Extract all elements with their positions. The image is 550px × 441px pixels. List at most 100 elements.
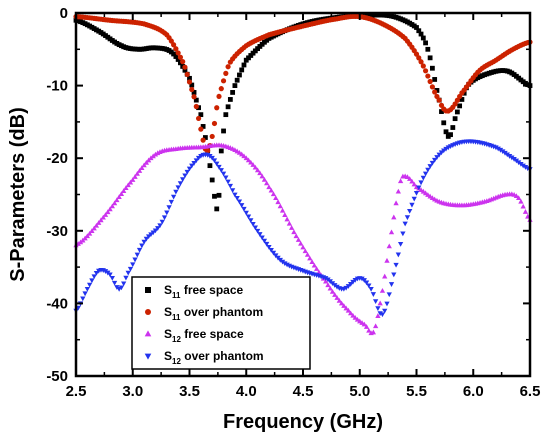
data-point	[182, 173, 188, 179]
y-tick-label: -40	[46, 295, 68, 312]
data-point	[438, 150, 445, 156]
data-point	[177, 181, 184, 187]
data-point	[300, 244, 306, 250]
data-point	[425, 167, 431, 173]
data-point	[171, 42, 177, 48]
data-point	[429, 160, 436, 166]
x-tick-label: 6.5	[520, 383, 541, 400]
data-point	[177, 54, 184, 60]
data-point	[182, 67, 188, 73]
legend-label-sub: 12	[172, 335, 181, 344]
data-point	[84, 233, 90, 239]
data-point	[441, 120, 447, 126]
data-point	[211, 158, 218, 164]
data-point	[223, 112, 229, 118]
data-point	[175, 50, 181, 56]
data-point	[146, 234, 152, 240]
data-point	[316, 269, 322, 275]
data-point	[334, 295, 340, 300]
data-point	[427, 164, 433, 169]
data-point	[511, 157, 517, 162]
legend-marker	[145, 287, 151, 293]
data-point	[125, 270, 131, 276]
data-point	[497, 147, 504, 153]
data-point	[193, 97, 199, 103]
data-point	[86, 230, 93, 236]
data-point	[232, 83, 238, 88]
data-point	[114, 197, 120, 203]
data-point	[136, 168, 143, 173]
legend-label-main: S	[164, 283, 172, 297]
data-point	[332, 292, 338, 297]
legend-marker	[144, 353, 152, 360]
data-point	[420, 175, 426, 181]
data-point	[400, 231, 406, 237]
series-s12-over-phantom	[73, 139, 533, 318]
data-point	[209, 177, 215, 183]
data-point	[363, 324, 370, 329]
series-s12-free-space	[73, 142, 533, 336]
data-point	[391, 214, 397, 220]
data-point	[193, 103, 199, 110]
data-point	[225, 179, 231, 185]
data-point	[220, 171, 227, 177]
data-point	[343, 305, 349, 311]
data-point	[413, 190, 420, 196]
data-point	[350, 279, 356, 285]
data-point	[518, 161, 524, 167]
data-point	[254, 228, 261, 234]
data-point	[307, 255, 313, 261]
data-point	[89, 228, 95, 234]
data-point	[252, 164, 258, 170]
data-point	[93, 222, 100, 228]
data-point	[395, 188, 401, 194]
data-point	[448, 132, 453, 138]
data-point	[382, 273, 388, 279]
data-point	[173, 189, 179, 195]
data-point	[266, 184, 272, 190]
data-point	[341, 303, 347, 308]
data-point	[422, 68, 429, 74]
data-point	[384, 257, 390, 263]
data-point	[409, 202, 415, 208]
data-point	[118, 191, 125, 196]
data-point	[397, 178, 404, 184]
data-point	[332, 283, 338, 288]
data-point	[393, 200, 399, 206]
data-point	[323, 276, 329, 281]
data-point	[427, 55, 433, 61]
data-point	[293, 233, 299, 239]
y-axis-title: S-Parameters (dB)	[7, 107, 29, 282]
data-point	[345, 307, 352, 313]
data-point	[143, 236, 150, 242]
data-point	[516, 195, 522, 201]
data-point	[105, 209, 111, 215]
data-point	[102, 212, 109, 217]
data-point	[277, 203, 283, 209]
data-point	[502, 150, 508, 156]
data-point	[189, 82, 195, 88]
data-point	[207, 163, 213, 169]
data-point	[407, 209, 413, 214]
series-s11-over-phantom	[73, 13, 533, 154]
data-point	[402, 221, 408, 227]
data-point	[509, 155, 515, 161]
data-point	[388, 282, 395, 287]
data-point	[86, 282, 93, 288]
data-point	[243, 210, 249, 216]
data-point	[411, 196, 417, 202]
data-point	[84, 286, 90, 292]
data-point	[189, 86, 195, 93]
legend-box	[131, 276, 311, 370]
data-point	[173, 46, 179, 52]
data-point	[227, 183, 233, 189]
y-tick-label: -30	[46, 223, 68, 240]
data-point	[227, 97, 233, 102]
legend-label-sub: 11	[172, 313, 181, 322]
data-point	[214, 105, 220, 111]
data-point	[150, 153, 156, 159]
data-point	[504, 152, 510, 158]
data-point	[123, 185, 129, 191]
data-point	[118, 285, 125, 291]
data-point	[134, 252, 140, 258]
